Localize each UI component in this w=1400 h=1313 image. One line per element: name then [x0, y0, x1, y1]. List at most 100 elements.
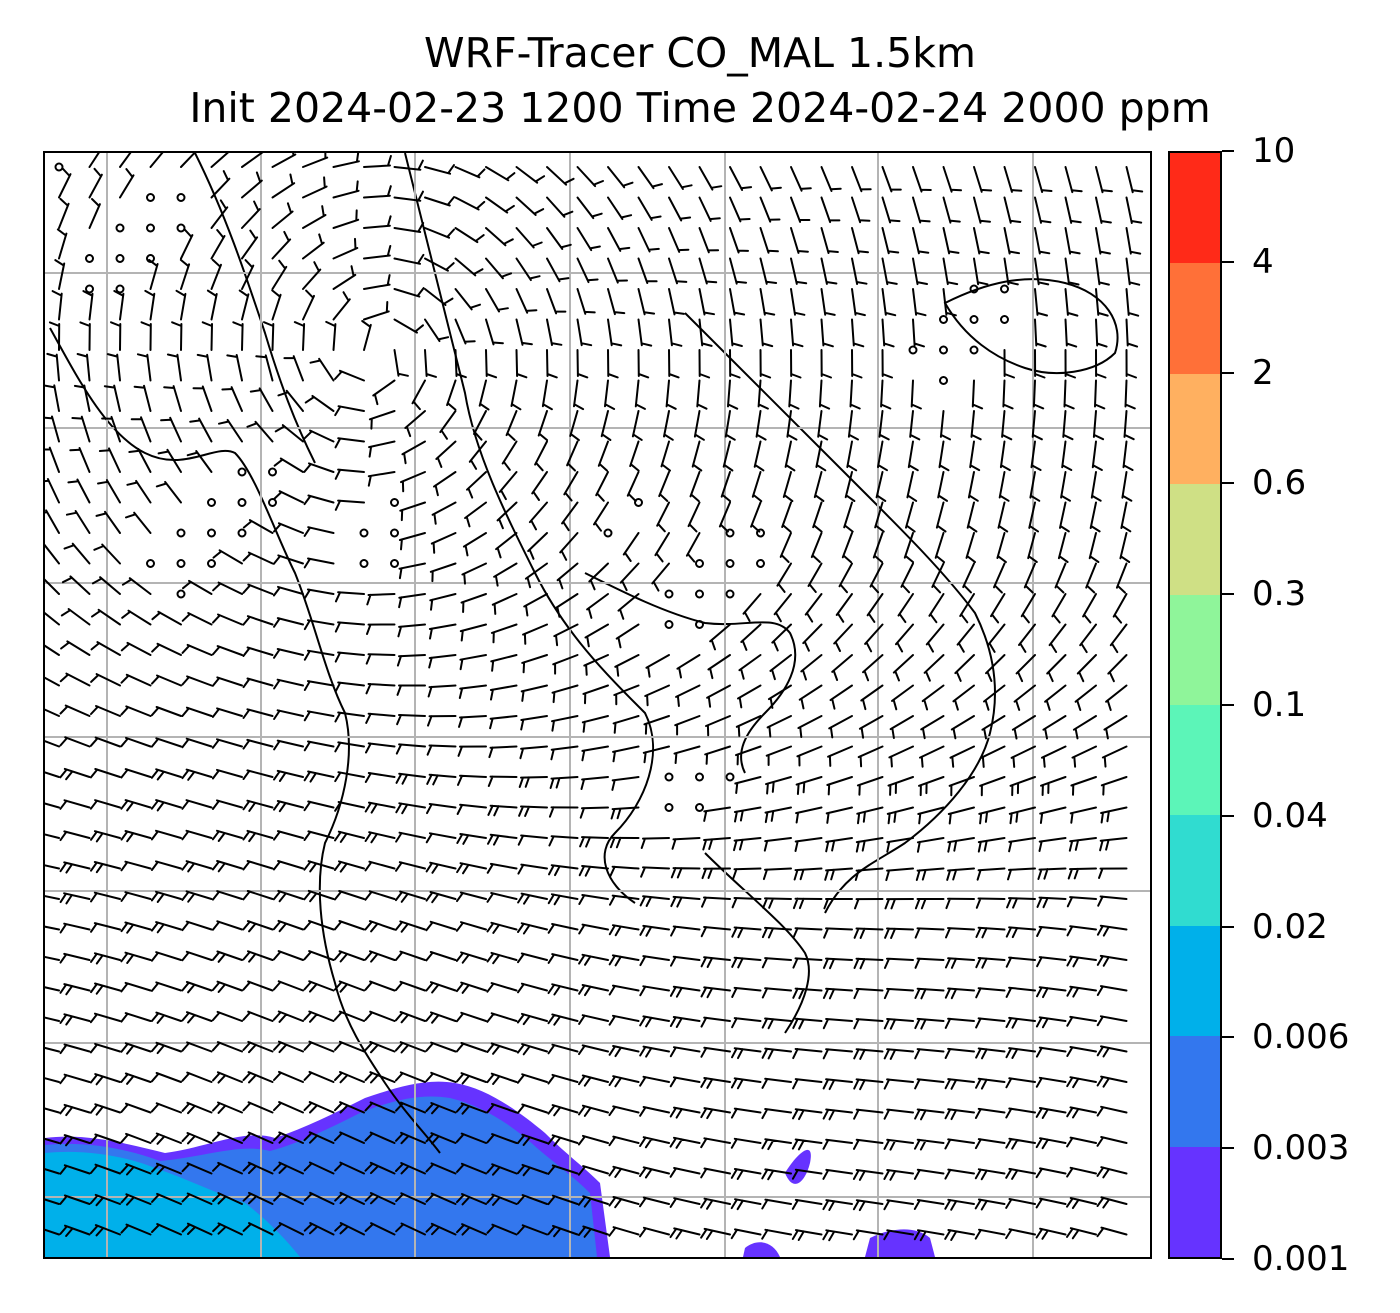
wind-barb: [822, 987, 853, 1000]
wind-barb: [786, 410, 798, 441]
wind-barb: [1096, 954, 1128, 967]
wind-barb: [637, 227, 660, 253]
coastlines: [49, 153, 1119, 1154]
wind-barb: [790, 349, 802, 379]
wind-barb: [425, 1071, 457, 1083]
wind-barb: [45, 708, 60, 717]
wind-barb: [455, 1132, 487, 1144]
wind-barb: [944, 987, 975, 1000]
wind-barb: [1074, 684, 1097, 711]
wind-barb: [546, 166, 575, 186]
wind-barb: [993, 562, 1006, 594]
wind-barb: [181, 675, 213, 687]
wind-barb: [395, 831, 426, 843]
wind-barb: [1123, 410, 1135, 441]
wind-barb: [885, 867, 914, 882]
wind-barb: [368, 410, 396, 430]
wind-barb: [997, 501, 1009, 533]
wind-barb: [912, 257, 928, 286]
wind-barb: [914, 987, 945, 1000]
wind-barb: [272, 585, 304, 597]
wind-barb: [1066, 925, 1097, 937]
wind-barb: [853, 1078, 884, 1091]
wind-barb: [615, 623, 640, 649]
wind-barb: [455, 951, 487, 964]
wind-barb: [730, 1198, 762, 1211]
wind-barb: [884, 927, 914, 939]
calm-wind-circle: [725, 559, 735, 568]
wind-barb: [1005, 986, 1036, 998]
wind-barb: [608, 984, 640, 996]
colorbar-tick-label: 0.006: [1252, 1017, 1350, 1058]
wind-barb: [1096, 1196, 1128, 1209]
wind-barb: [1035, 1046, 1067, 1058]
wind-barb: [665, 379, 677, 410]
wind-barb: [46, 352, 60, 382]
wind-barb: [249, 387, 274, 412]
wind-barb: [856, 776, 884, 796]
wind-barb: [820, 318, 834, 348]
wind-barb: [395, 772, 426, 785]
wind-barb: [944, 957, 975, 969]
wind-barb: [990, 593, 1006, 624]
calm-wind-circle: [664, 772, 674, 782]
wind-barb: [607, 318, 623, 347]
wind-barb: [489, 684, 518, 701]
wind-barb: [853, 1138, 884, 1150]
wind-barb: [981, 715, 1006, 740]
wind-barb: [1109, 623, 1128, 654]
wind-barb: [45, 578, 60, 595]
wind-barb: [363, 155, 392, 168]
wind-barb: [242, 583, 274, 595]
wind-barb: [996, 532, 1007, 564]
wind-barb: [1005, 1228, 1036, 1240]
wind-barb: [238, 289, 250, 321]
wind-barb: [669, 1167, 701, 1178]
wind-barb: [670, 955, 701, 967]
wind-barb: [520, 684, 548, 702]
calm-wind-circle: [603, 528, 613, 538]
colorbar-tick-mark: [1222, 704, 1234, 706]
wind-barb: [468, 440, 487, 470]
wind-barb: [851, 227, 869, 255]
wind-barb: [365, 653, 396, 665]
wind-barb: [612, 745, 640, 763]
wind-barb: [905, 501, 916, 533]
wind-barb: [1100, 806, 1128, 824]
wind-barb: [364, 1010, 396, 1022]
wind-barb: [971, 379, 984, 410]
wind-barb: [425, 861, 457, 874]
wind-barb: [794, 837, 823, 852]
wind-barb: [45, 415, 60, 443]
wind-barb: [45, 446, 60, 473]
wind-barb: [1005, 926, 1036, 939]
wind-barb: [920, 715, 945, 740]
wind-barb: [581, 715, 609, 733]
wind-barb: [914, 927, 945, 939]
wind-barb: [1003, 227, 1020, 255]
wind-barb: [607, 166, 634, 189]
wind-barb: [45, 676, 60, 687]
coastline-east: [684, 312, 996, 914]
wind-barb: [45, 955, 60, 961]
wind-barb: [334, 369, 365, 382]
wind-barb: [822, 1199, 853, 1211]
wind-barb: [559, 532, 579, 561]
wind-barb: [1091, 440, 1103, 471]
wind-barb: [364, 920, 396, 933]
wind-barb: [547, 983, 579, 996]
wind-barb: [881, 227, 900, 255]
wind-barb: [626, 471, 640, 502]
wind-barb: [1044, 684, 1067, 711]
wind-barb: [822, 1108, 853, 1121]
wind-barb: [120, 1042, 152, 1055]
wind-barb: [797, 715, 823, 738]
wind-barb: [914, 1108, 945, 1121]
wind-barb: [59, 1134, 91, 1147]
wind-barb: [823, 898, 853, 910]
wind-barb: [617, 593, 640, 620]
wind-barb: [1103, 715, 1128, 740]
wind-barb: [334, 1040, 365, 1053]
wind-barb: [912, 227, 930, 255]
wind-barb: [334, 651, 365, 663]
